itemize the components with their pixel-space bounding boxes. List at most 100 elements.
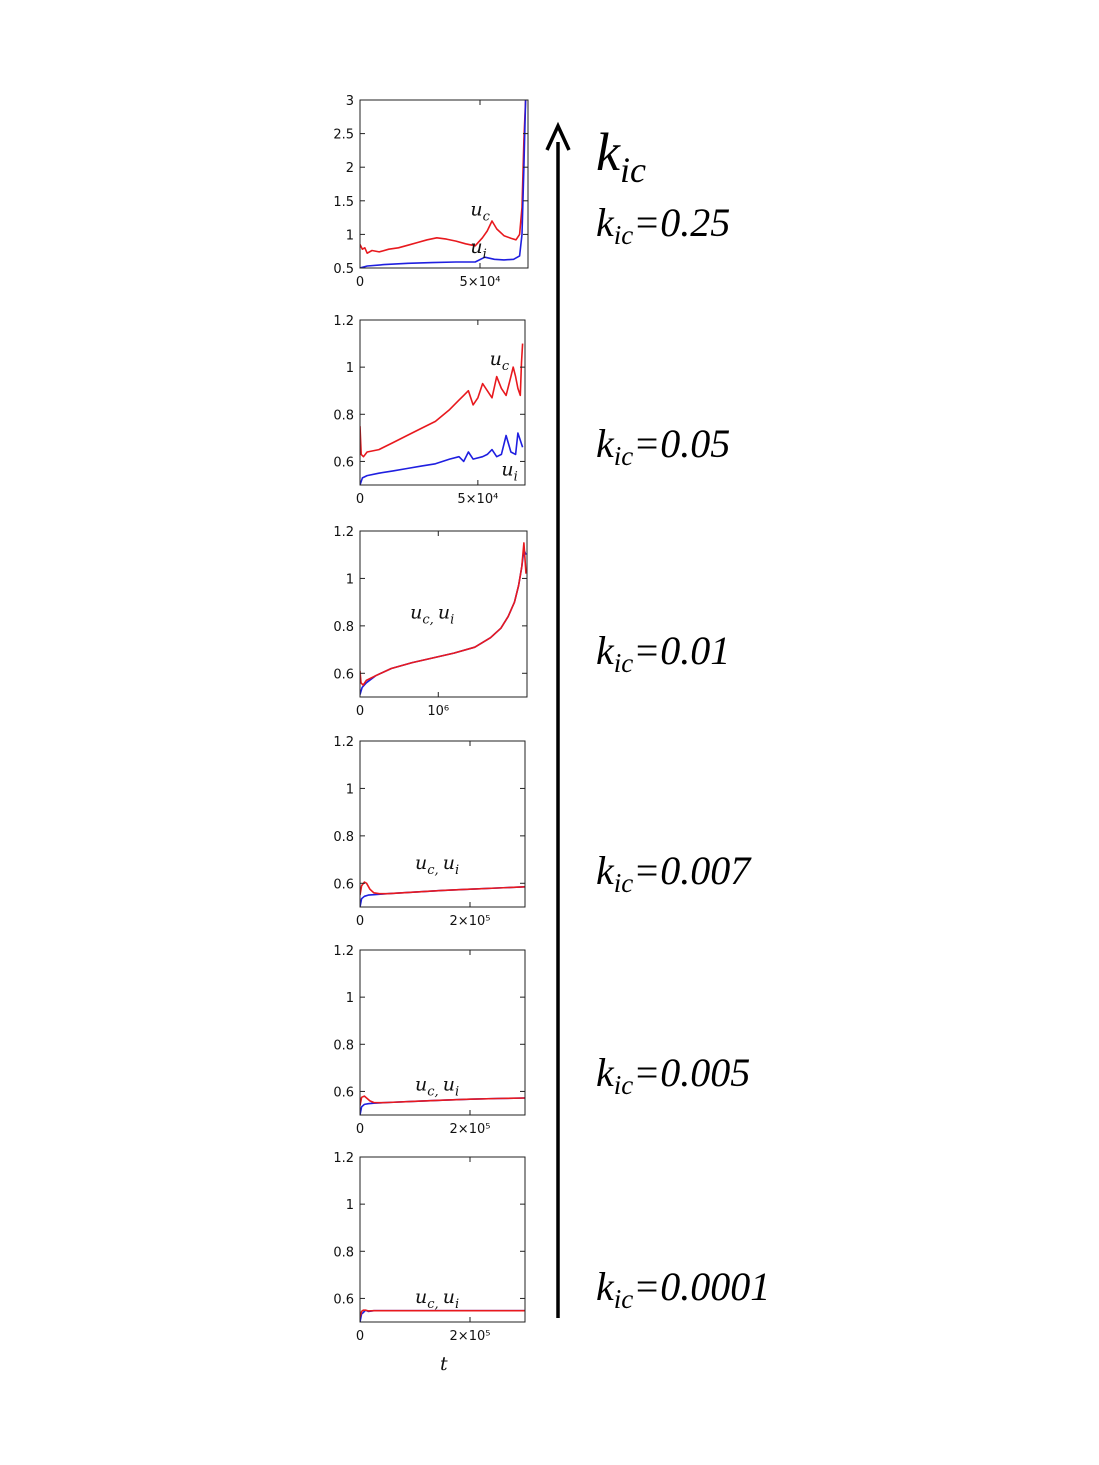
y-tick-label: 0.6: [333, 877, 354, 892]
x-tick-label: 0: [356, 492, 364, 507]
plot-frame: [359, 530, 528, 698]
series-line-uc: [360, 542, 527, 686]
x-tick-label: 0: [356, 1329, 364, 1344]
y-tick-label: 3: [346, 94, 354, 109]
y-tick-label: 1.2: [333, 944, 354, 959]
y-tick-label: 0.6: [333, 455, 354, 470]
series-label-sub: c,: [427, 1297, 443, 1312]
y-tick-label: 1: [346, 572, 354, 587]
kic-label-base: k: [596, 1264, 615, 1309]
series-label: ui: [470, 236, 486, 262]
series-label-base: u: [415, 1286, 427, 1308]
series-label-sub-2: i: [455, 863, 459, 878]
x-tick-label: 5×10⁴: [460, 275, 501, 290]
series-label: uc, ui: [415, 1286, 459, 1312]
series-label-base: u: [470, 199, 482, 221]
x-axis-label: t: [440, 1353, 448, 1375]
y-tick-label: 1.5: [333, 195, 354, 210]
kic-label-base: k: [596, 1050, 615, 1095]
y-tick-label: 1: [346, 361, 354, 376]
series-label-sub: c,: [427, 863, 443, 878]
series-line-ui: [360, 100, 527, 268]
kic-label-base: k: [596, 421, 615, 466]
series-label: uc, ui: [415, 852, 459, 878]
series-label-sub-2: i: [450, 613, 454, 628]
series-line-ui: [360, 432, 524, 485]
y-tick-label: 0.6: [333, 1085, 354, 1100]
series-label-sub: c: [502, 359, 510, 374]
series-label-base: u: [470, 236, 482, 258]
kic-value-label-1: kic=0.25: [596, 200, 730, 250]
y-tick-label: 0.8: [333, 830, 354, 845]
y-tick-label: 1.2: [333, 314, 354, 329]
kic-label-value: =0.05: [633, 421, 730, 466]
series-label-sub: c,: [422, 613, 438, 628]
series-label: ui: [501, 459, 517, 485]
series-line-uc: [360, 1309, 525, 1318]
arrow-label-sub: ic: [620, 150, 646, 190]
plot-frame: [359, 949, 526, 1116]
series-label-base: u: [415, 852, 427, 874]
kic-value-label-5: kic=0.005: [596, 1050, 750, 1100]
kic-label-sub: ic: [614, 868, 634, 898]
kic-label-value: =0.0001: [633, 1264, 770, 1309]
series-label-base: u: [410, 602, 422, 624]
kic-label-value: =0.007: [633, 848, 752, 893]
y-tick-label: 0.6: [333, 667, 354, 682]
series-label: uc: [470, 199, 490, 225]
y-tick-label: 0.8: [333, 1038, 354, 1053]
x-tick-label: 5×10⁴: [457, 492, 498, 507]
x-tick-label: 0: [356, 704, 364, 719]
arrow-label-base: k: [596, 122, 621, 182]
series-label-base-2: u: [443, 852, 455, 874]
x-tick-label: 0: [356, 275, 364, 290]
y-tick-label: 1: [346, 1198, 354, 1213]
kic-value-label-6: kic=0.0001: [596, 1264, 770, 1314]
y-tick-label: 1.2: [333, 1151, 354, 1166]
series-label-base-2: u: [438, 602, 450, 624]
y-tick-label: 2: [346, 161, 354, 176]
x-tick-label: 10⁶: [427, 704, 449, 719]
series-line-uc: [360, 100, 527, 254]
series-line-uc: [360, 881, 525, 896]
y-tick-label: 0.5: [333, 262, 354, 277]
series-label-base: u: [501, 459, 513, 481]
series-label: uc, ui: [410, 602, 454, 628]
plot-frame: [359, 1156, 526, 1323]
plot-frame: [359, 740, 526, 908]
x-tick-label: 0: [356, 914, 364, 929]
kic-increase-arrow: [545, 121, 571, 1318]
x-tick-label: 2×10⁵: [450, 1122, 491, 1137]
kic-label-value: =0.005: [633, 1050, 750, 1095]
kic-label-sub: ic: [614, 1070, 634, 1100]
y-tick-label: 1: [346, 991, 354, 1006]
series-label-sub: i: [483, 247, 487, 262]
kic-value-label-3: kic=0.01: [596, 628, 730, 678]
kic-label-sub: ic: [614, 648, 634, 678]
y-tick-label: 0.8: [333, 408, 354, 423]
kic-label-sub: ic: [614, 220, 634, 250]
plot-frame: [359, 319, 526, 486]
y-tick-label: 0.8: [333, 1245, 354, 1260]
series-label-sub-2: i: [455, 1084, 459, 1099]
kic-label-sub: ic: [614, 1284, 634, 1314]
kic-value-label-4: kic=0.007: [596, 848, 752, 898]
series-label-sub: c,: [427, 1084, 443, 1099]
series-label: uc, ui: [415, 1073, 459, 1099]
kic-label-value: =0.01: [633, 628, 730, 673]
series-label-sub: c: [483, 210, 491, 225]
y-tick-label: 1: [346, 228, 354, 243]
y-tick-label: 1.2: [333, 525, 354, 540]
series-label-sub: i: [514, 470, 518, 485]
y-tick-label: 0.6: [333, 1292, 354, 1307]
arrow-label: kic: [596, 122, 646, 190]
series-label-base: u: [415, 1073, 427, 1095]
kic-label-base: k: [596, 200, 615, 245]
